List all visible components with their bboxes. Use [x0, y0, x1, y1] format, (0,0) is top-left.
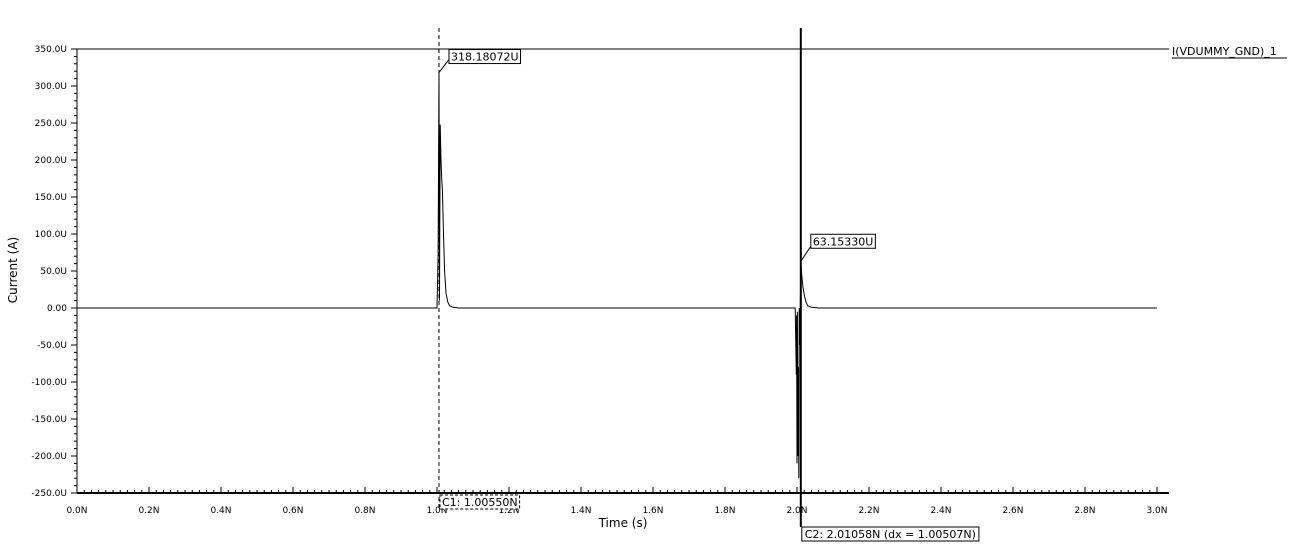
y-tick-label: 250.0U — [35, 119, 67, 129]
peak-marker-1-box — [448, 49, 522, 65]
x-axis: 0.0N 0.2N 0.4N 0.6N 0.8N 1.0N 1.2N 1.4N 1.6N 1.8N… — [66, 487, 1168, 516]
x-tick-label: 3.0N — [1146, 506, 1167, 516]
peak-marker-1-leader — [438, 59, 450, 73]
x-tick-label: 1.2N — [498, 506, 519, 516]
x-tick-label: 2.0N — [786, 506, 807, 516]
peak-marker-2-leader — [800, 245, 812, 262]
x-tick-label: 2.4N — [930, 506, 951, 516]
y-tick-label: 0.00 — [47, 304, 67, 314]
x-tick-label: 0.8N — [354, 506, 375, 516]
x-tick-label: 0.2N — [138, 506, 159, 516]
y-tick-label: 150.0U — [35, 193, 67, 203]
y-tick-label: 300.0U — [35, 82, 67, 92]
x-tick-label: 0.6N — [282, 506, 303, 516]
x-tick-label: 2.6N — [1002, 506, 1023, 516]
peak-marker-2: 63.15330U — [800, 233, 876, 262]
y-tick-label: -100.0U — [31, 378, 67, 388]
cursor-c2[interactable]: C2: 2.01058N (dx = 1.00507N) — [799, 28, 980, 542]
x-tick-label: 2.2N — [858, 506, 879, 516]
y-tick-label: -200.0U — [31, 452, 67, 462]
cursor-c2-label: C2: 2.01058N (dx = 1.00507N) — [805, 528, 976, 541]
x-axis-label: Time (s) — [598, 516, 648, 530]
x-tick-label: 2.8N — [1074, 506, 1095, 516]
peak-marker-1: 318.18072U — [438, 49, 522, 73]
series-line-1 — [77, 72, 1157, 479]
peak-marker-2-box — [810, 233, 876, 249]
y-axis-label: Current (A) — [6, 237, 20, 303]
cursor-c1[interactable]: C1: 1.00550N — [438, 28, 521, 510]
cursor-c1-label: C1: 1.00550N — [442, 496, 518, 509]
y-tick-label: -250.0U — [31, 489, 67, 499]
y-axis: 350.0U 300.0U 250.0U 200.0U 150.0U 100.0U 50.0… — [31, 45, 77, 499]
y-tick-label: 100.0U — [35, 230, 67, 240]
legend-label-series-1: I(VDUMMY_GND)_1 — [1172, 45, 1277, 58]
x-tick-label: 1.0N — [426, 506, 447, 516]
y-tick-label: -50.0U — [37, 341, 67, 351]
x-tick-label: 1.8N — [714, 506, 735, 516]
y-tick-label: 200.0U — [35, 156, 67, 166]
x-tick-label: 1.6N — [642, 506, 663, 516]
cursor-c2-label-box — [801, 526, 980, 542]
y-tick-label: 350.0U — [35, 45, 67, 55]
x-tick-label: 0.0N — [66, 506, 87, 516]
x-tick-label: 1.4N — [570, 506, 591, 516]
peak-marker-2-label: 63.15330U — [813, 235, 874, 248]
y-tick-label: -150.0U — [31, 415, 67, 425]
series-group — [77, 72, 1157, 479]
x-tick-label: 0.4N — [210, 506, 231, 516]
peak-marker-1-label: 318.18072U — [451, 51, 519, 64]
legend: I(VDUMMY_GND)_1 — [1172, 45, 1287, 59]
y-tick-label: 50.0U — [40, 267, 67, 277]
cursor-c1-label-box — [439, 494, 521, 510]
